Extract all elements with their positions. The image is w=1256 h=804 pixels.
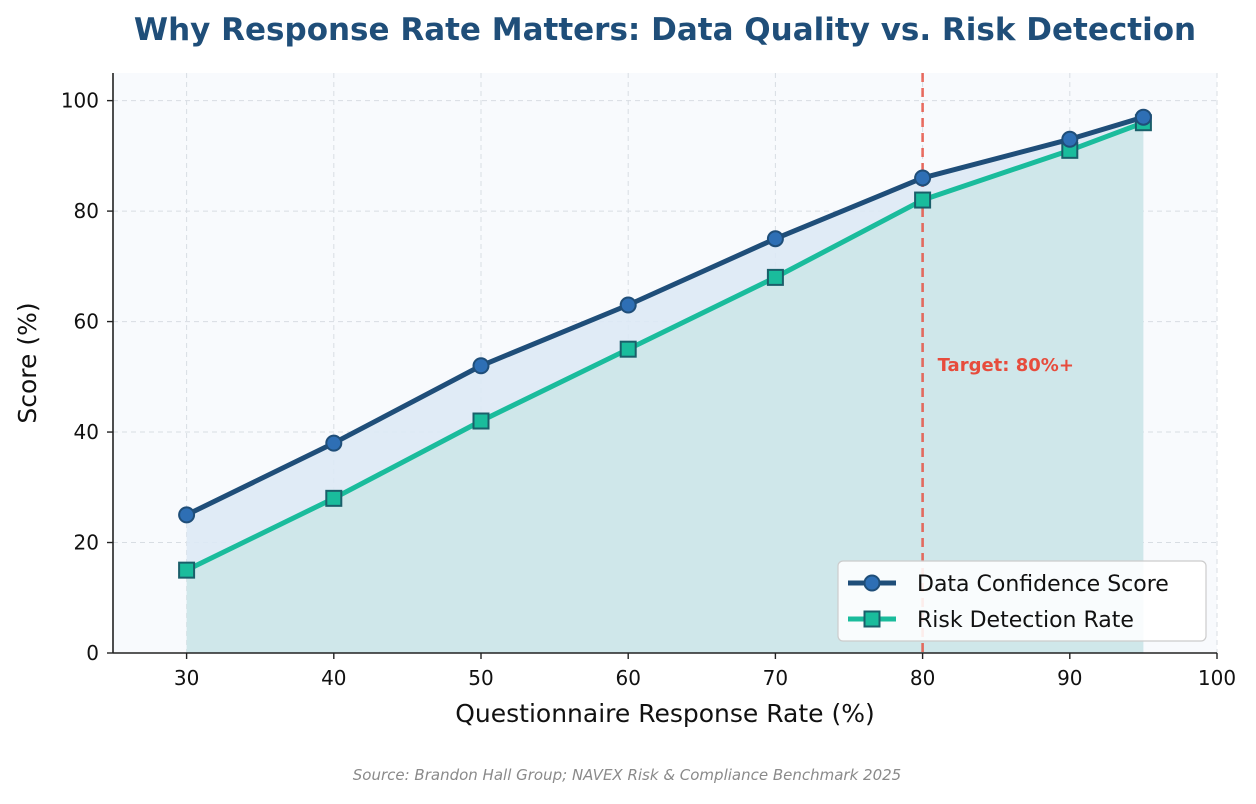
legend-box [837,560,1207,642]
risk-detection-point [766,268,784,286]
x-tick-label: 70 [763,666,788,690]
legend-data-confidence-label: Data Confidence Score [917,572,1169,597]
y-tick-label: 40 [74,420,99,444]
data-confidence-point [472,357,490,375]
data-confidence-point [178,506,196,524]
data-confidence-point [325,434,343,452]
series [178,108,1152,579]
risk-detection-point [472,412,490,430]
x-tick-label: 60 [615,666,640,690]
x-axis-label: Questionnaire Response Rate (%) [455,699,875,728]
x-tick-label: 30 [174,666,199,690]
y-tick-label: 0 [86,641,99,665]
area-fills [186,117,1144,653]
y-tick-label: 80 [74,199,99,223]
x-tick-label: 90 [1057,666,1082,690]
x-axis-ticks: 30 40 50 60 70 80 90 100 [174,653,1236,690]
data-confidence-point [1134,108,1152,126]
y-axis-label: Score (%) [13,302,42,423]
x-tick-label: 50 [468,666,493,690]
legend-data-confidence-marker [863,574,881,592]
data-confidence-point [1061,130,1079,148]
y-axis-ticks: 0 20 40 60 80 100 [61,89,113,665]
y-tick-label: 60 [74,310,99,334]
x-tick-label: 100 [1198,666,1236,690]
risk-detection-point [325,489,343,507]
data-confidence-point [914,169,932,187]
data-confidence-point [619,296,637,314]
source-note: Source: Brandon Hall Group; NAVEX Risk &… [353,766,901,784]
chart-title: Why Response Rate Matters: Data Quality … [134,12,1196,48]
risk-detection-point [914,191,932,209]
legend: Data Confidence Score Risk Detection Rate [837,560,1207,642]
target-threshold-label: Target: 80%+ [938,355,1074,376]
legend-risk-detection-label: Risk Detection Rate [917,608,1134,633]
risk-detection-point [619,340,637,358]
legend-risk-detection-marker [863,610,881,628]
y-tick-label: 20 [74,531,99,555]
data-confidence-point [766,230,784,248]
risk-detection-point [178,561,196,579]
x-tick-label: 40 [321,666,346,690]
x-tick-label: 80 [910,666,935,690]
y-tick-label: 100 [61,89,99,113]
risk-detection-line [184,120,1146,573]
area-under-risk-detection [186,122,1144,653]
data-confidence-line [184,114,1146,518]
